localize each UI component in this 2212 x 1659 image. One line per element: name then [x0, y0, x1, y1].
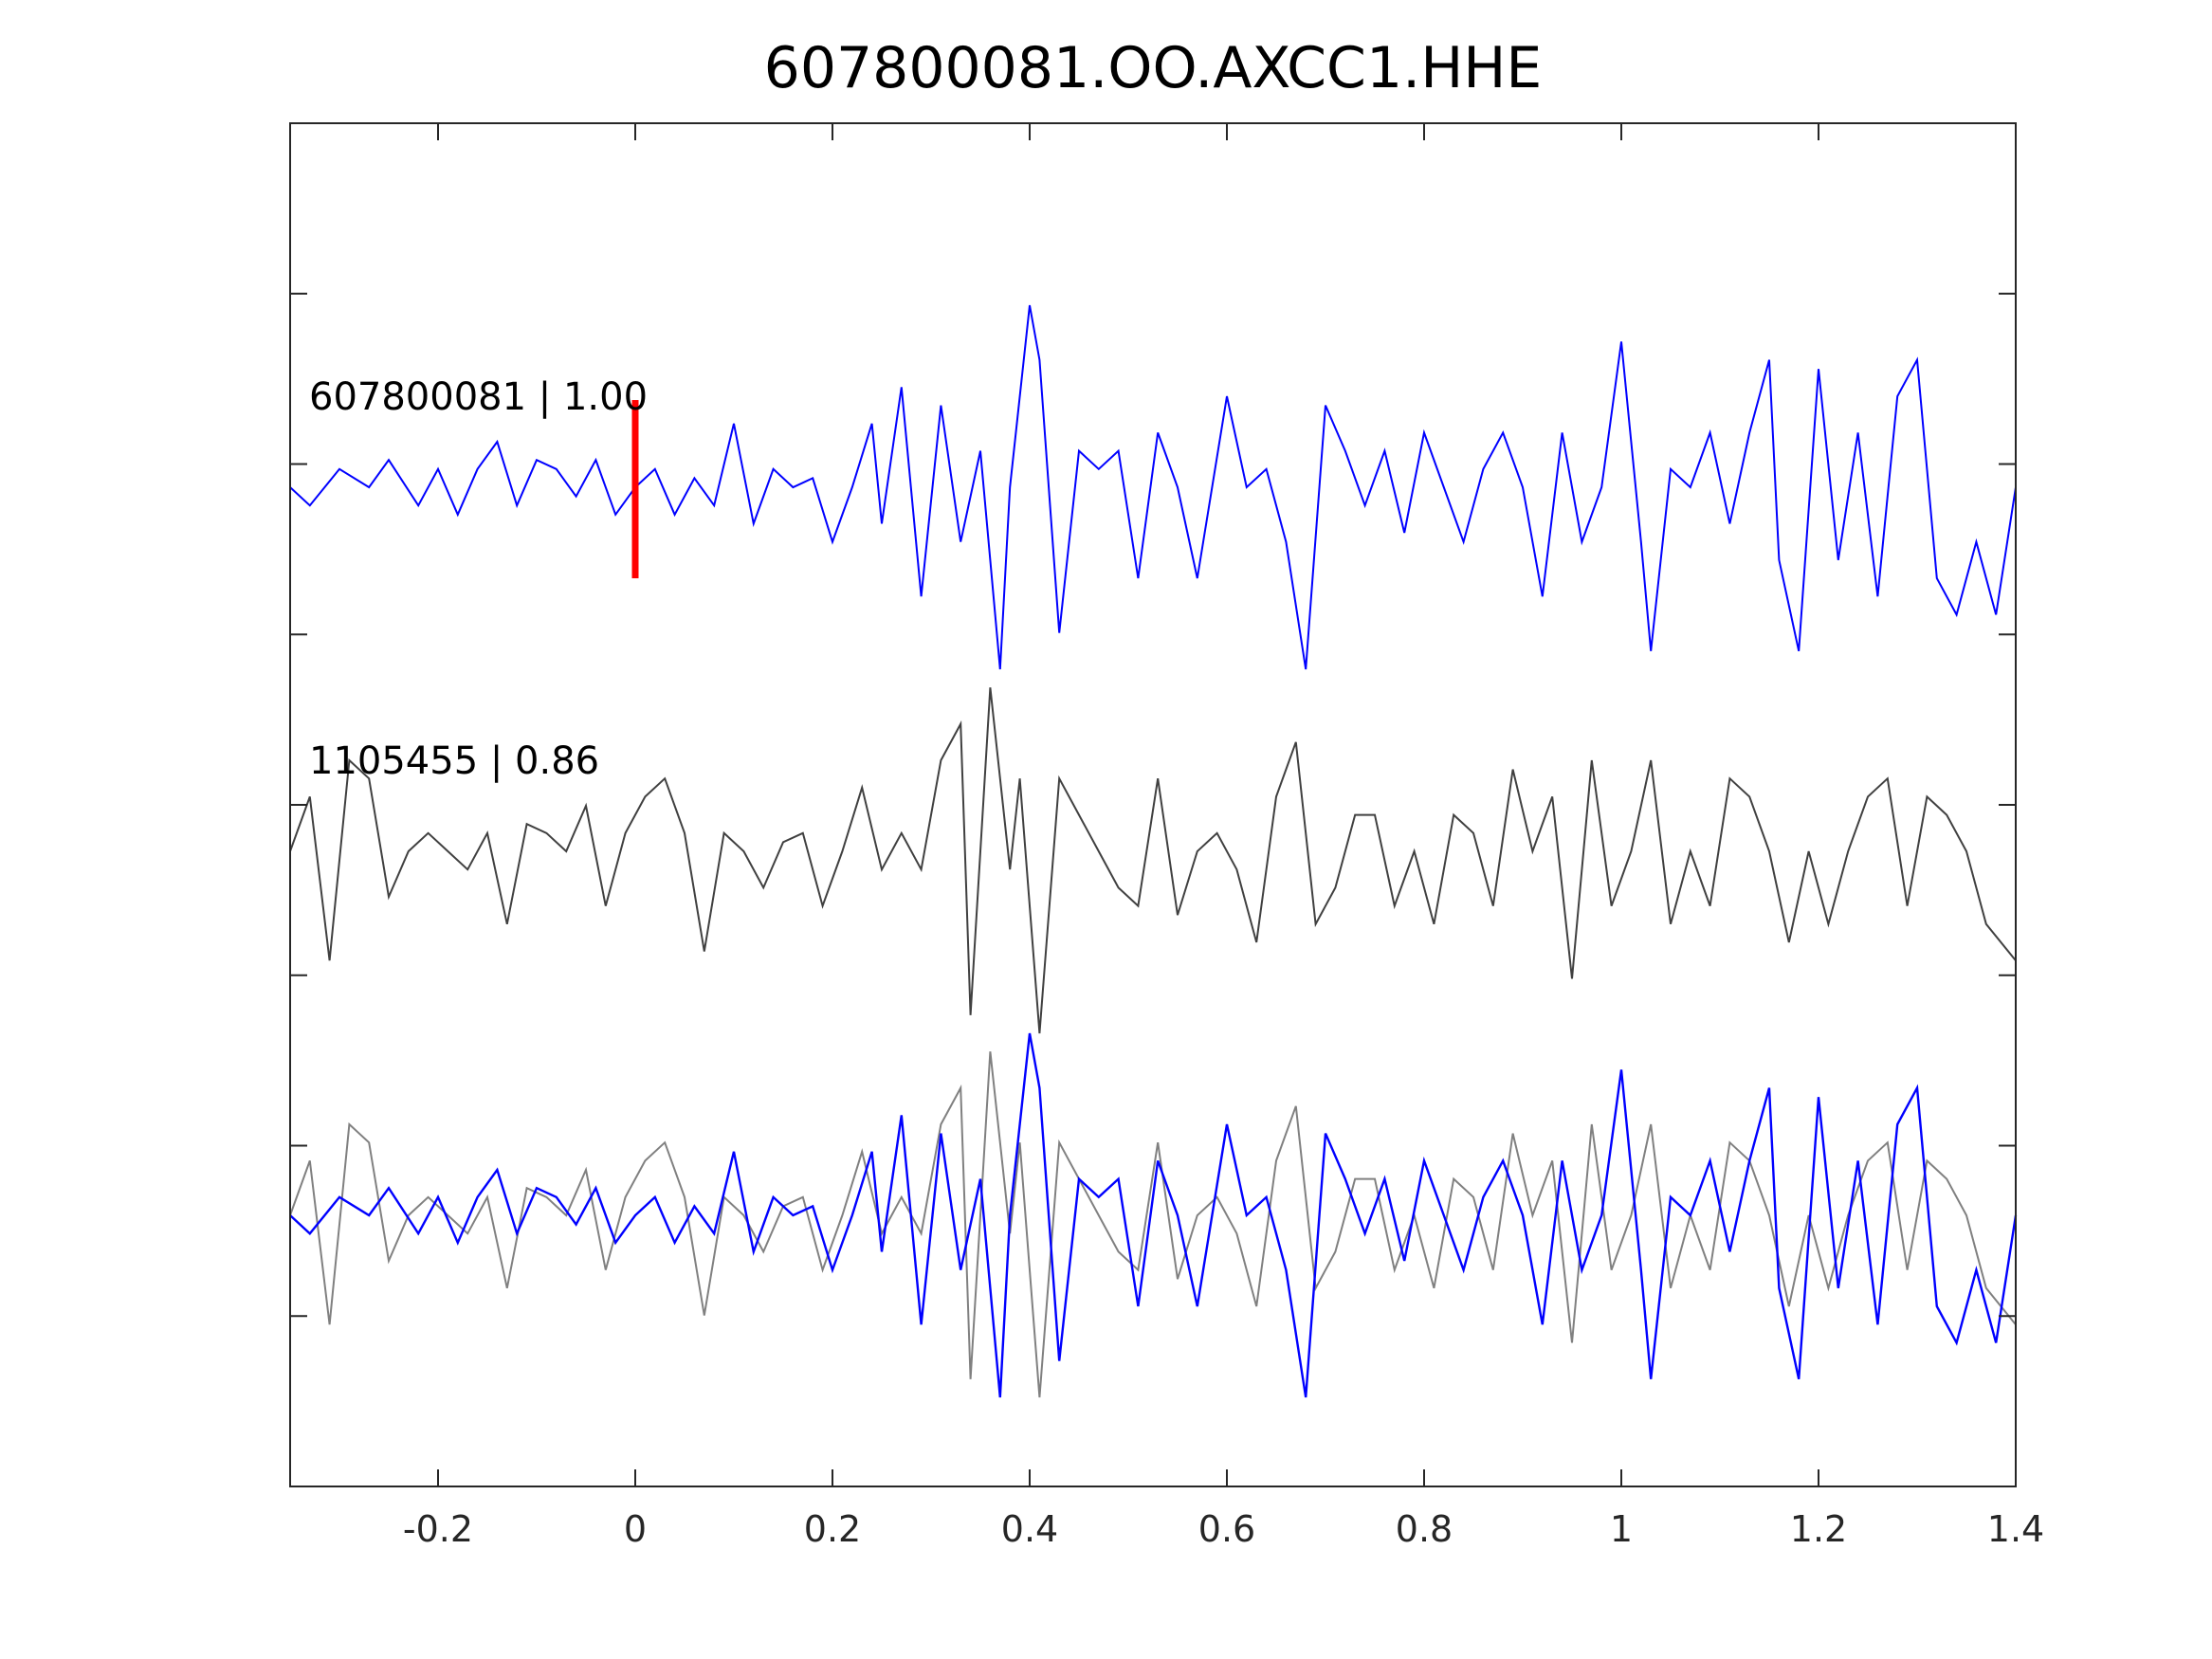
chart-title: 607800081.OO.AXCC1.HHE — [764, 35, 1543, 101]
trace-line-0 — [289, 304, 2017, 670]
x-tick-label: 0.6 — [1198, 1508, 1255, 1550]
x-tick-label: 0.4 — [1001, 1508, 1058, 1550]
trace-label-0: 607800081 | 1.00 — [309, 375, 648, 419]
x-tick-label: 1.2 — [1790, 1508, 1847, 1550]
x-tick-label: 1 — [1610, 1508, 1633, 1550]
trace-line-1 — [289, 687, 2017, 1034]
overlay-trace-primary — [289, 1032, 2018, 1398]
overlay-trace-reference — [289, 1051, 2017, 1398]
y-axis — [290, 292, 2016, 1318]
x-axis: -0.2 0 0.2 0.4 0.6 0.8 1 1.2 1.4 — [403, 123, 2044, 1550]
x-tick-label: 0.8 — [1396, 1508, 1453, 1550]
trace-label-1: 1105455 | 0.86 — [309, 739, 599, 783]
x-tick-label: 0 — [624, 1508, 647, 1550]
trace-labels: 607800081 | 1.00 1105455 | 0.86 — [309, 375, 648, 783]
x-tick-label: 1.4 — [1987, 1508, 2044, 1550]
x-tick-label: 0.2 — [804, 1508, 861, 1550]
plot-area — [289, 304, 2018, 1398]
x-tick-label: -0.2 — [403, 1508, 473, 1550]
